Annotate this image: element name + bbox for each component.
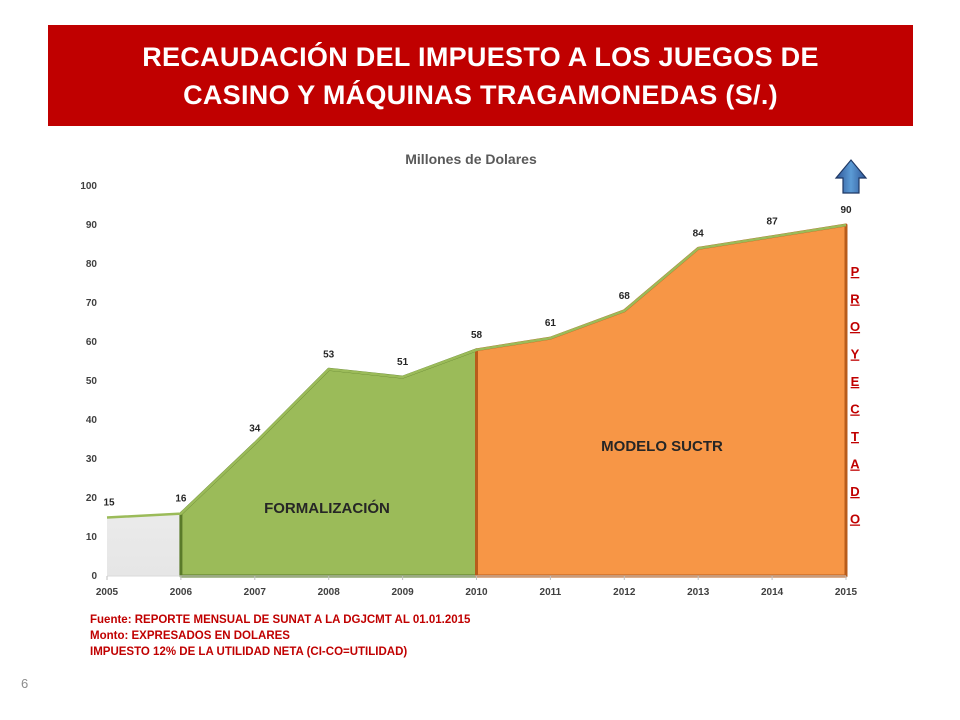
projected-letter: D <box>850 484 859 499</box>
x-tick-label: 2009 <box>391 587 414 598</box>
x-tick-label: 2015 <box>835 587 858 598</box>
region-label-modelo-suctr: MODELO SUCTR <box>601 438 723 455</box>
title-banner: RECAUDACIÓN DEL IMPUESTO A LOS JUEGOS DE… <box>48 25 913 126</box>
x-tick-label: 2013 <box>687 587 710 598</box>
y-tick-label: 80 <box>86 259 98 270</box>
y-tick-label: 30 <box>86 454 98 465</box>
y-tick-label: 100 <box>80 181 97 192</box>
projected-letter: A <box>850 457 860 472</box>
up-arrow-icon <box>834 159 868 194</box>
x-tick-label: 2008 <box>318 587 341 598</box>
y-tick-label: 20 <box>86 493 98 504</box>
y-tick-label: 10 <box>86 532 98 543</box>
y-tick-label: 50 <box>86 376 98 387</box>
x-tick-label: 2011 <box>540 587 562 598</box>
data-label: 58 <box>471 330 483 341</box>
data-label: 53 <box>323 349 335 360</box>
projected-letter: E <box>851 374 860 389</box>
source-line-fuente: Fuente: REPORTE MENSUAL DE SUNAT A LA DG… <box>90 614 471 626</box>
slide-title-line-2: CASINO Y MÁQUINAS TRAGAMONEDAS (S/.) <box>183 79 778 110</box>
region-modelo-suctr <box>475 223 848 578</box>
data-label: 61 <box>545 318 557 329</box>
projected-letter: C <box>850 402 860 417</box>
data-label: 15 <box>103 498 115 509</box>
source-line-monto: Monto: EXPRESADOS EN DOLARES <box>90 630 290 642</box>
region-formalizacion <box>179 348 478 578</box>
series-line <box>106 223 847 519</box>
data-label: 68 <box>619 291 631 302</box>
x-tick-label: 2010 <box>465 587 488 598</box>
x-tick-label: 2005 <box>96 587 119 598</box>
data-label: 34 <box>249 423 261 434</box>
data-label: 90 <box>840 205 852 216</box>
projected-letter: O <box>850 512 860 527</box>
source-notes: Fuente: REPORTE MENSUAL DE SUNAT A LA DG… <box>90 612 470 660</box>
data-label: 16 <box>175 494 187 505</box>
projected-letter: T <box>851 429 859 444</box>
y-tick-label: 0 <box>91 571 97 582</box>
projected-letter: Y <box>851 347 860 362</box>
page-number: 6 <box>21 676 29 691</box>
projected-letter: O <box>850 319 860 334</box>
x-tick-label: 2014 <box>761 587 784 598</box>
x-tick-label: 2012 <box>613 587 636 598</box>
x-tick-label: 2007 <box>244 587 267 598</box>
chart-title: Millones de Dolares <box>405 151 537 167</box>
y-tick-label: 60 <box>86 337 98 348</box>
projected-letter: P <box>851 264 860 279</box>
projected-letter: R <box>850 292 860 307</box>
y-tick-label: 40 <box>86 415 98 426</box>
y-tick-label: 90 <box>86 220 98 231</box>
source-line-impuesto: IMPUESTO 12% DE LA UTILIDAD NETA (CI-CO=… <box>90 646 408 658</box>
slide-title-line-1: RECAUDACIÓN DEL IMPUESTO A LOS JUEGOS DE <box>142 41 819 72</box>
x-tick-label: 2006 <box>170 587 193 598</box>
data-label: 51 <box>397 357 409 368</box>
y-tick-label: 70 <box>86 298 98 309</box>
data-label: 84 <box>693 228 705 239</box>
region-label-formalizacion: FORMALIZACIÓN <box>264 499 390 517</box>
data-label: 87 <box>767 217 779 228</box>
